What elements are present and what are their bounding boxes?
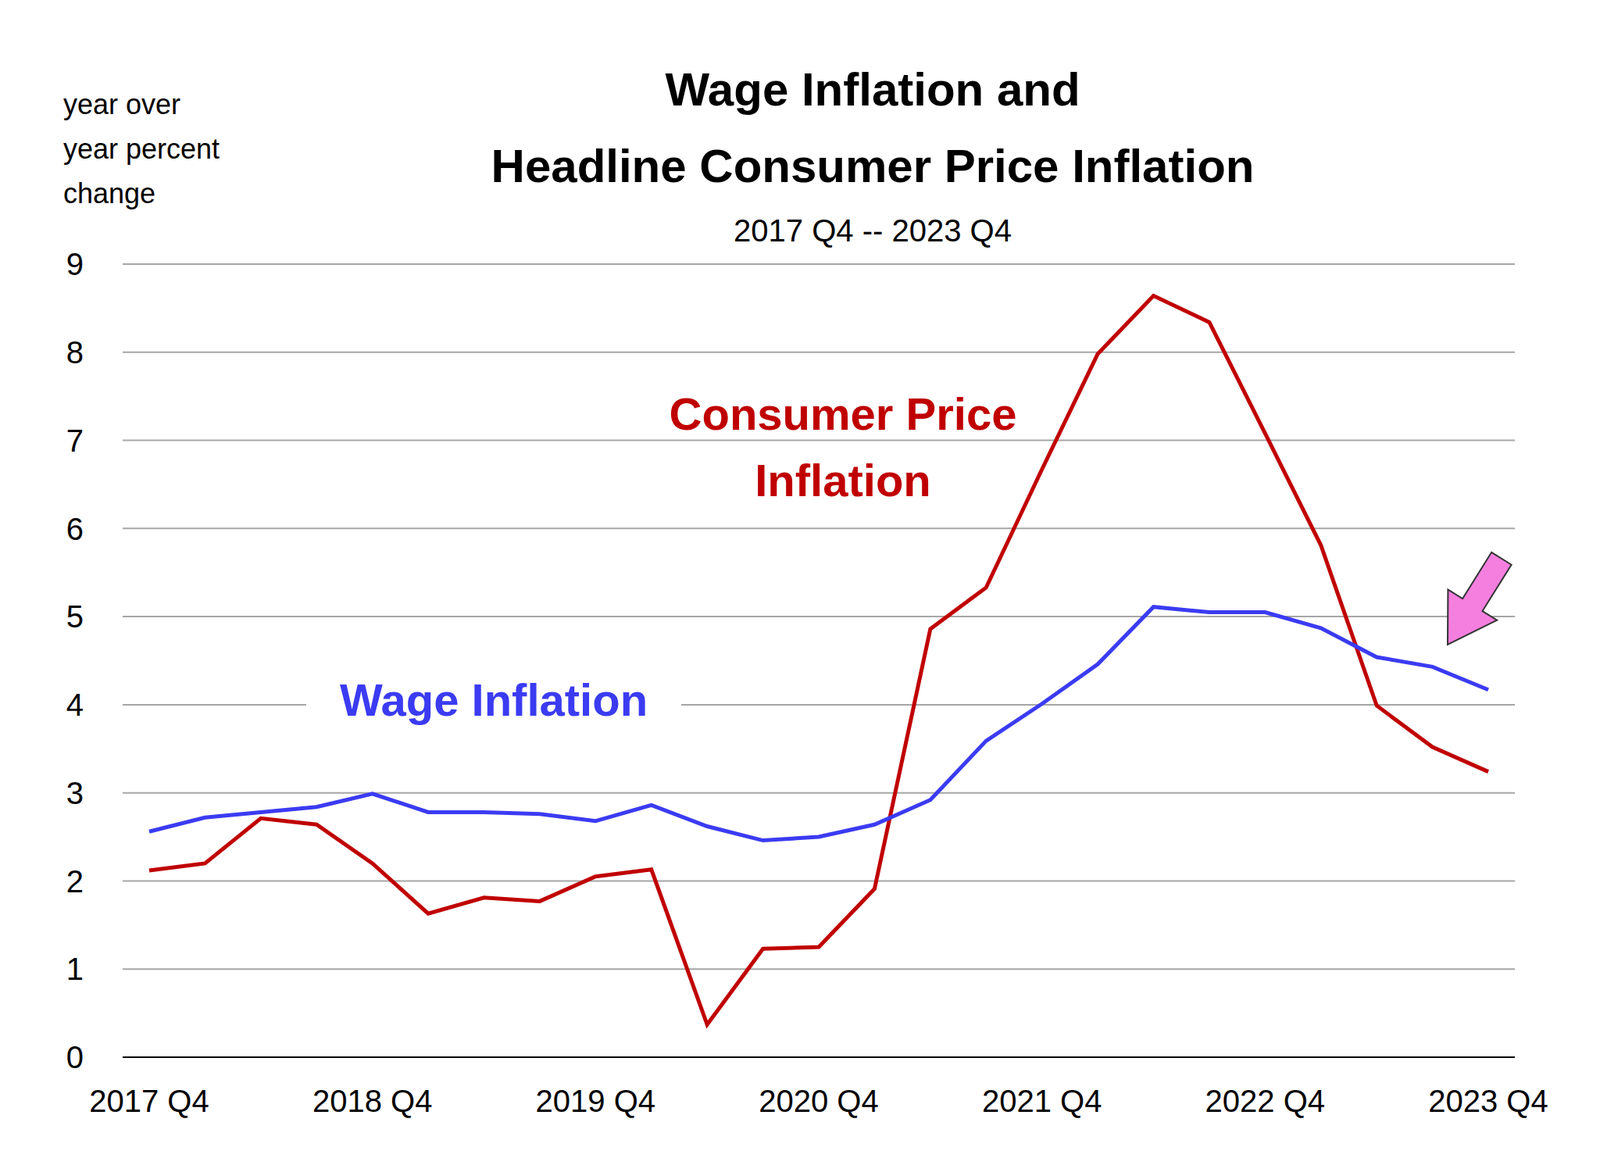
html-text:Wage Inflation: Wage Inflation bbox=[339, 674, 648, 725]
html-text:Wage Inflation and Headline Co: Wage Inflation and Headline Consumer Pri… bbox=[491, 63, 1255, 193]
svg-text:8: 8 bbox=[66, 335, 84, 370]
svg-text:2: 2 bbox=[66, 864, 84, 899]
svg-text:2023 Q4: 2023 Q4 bbox=[1428, 1083, 1548, 1118]
svg-text:2017 Q4: 2017 Q4 bbox=[89, 1083, 209, 1118]
svg-text:4: 4 bbox=[66, 687, 84, 722]
svg-text:5: 5 bbox=[66, 599, 84, 634]
svg-text:2020 Q4: 2020 Q4 bbox=[758, 1083, 879, 1118]
svg-text:3: 3 bbox=[66, 775, 84, 811]
svg-text:2019 Q4: 2019 Q4 bbox=[535, 1083, 656, 1118]
html-text:2017 Q4 -- 2023 Q4: 2017 Q4 -- 2023 Q4 bbox=[733, 213, 1012, 248]
html-text:year over year percent change: year over year percent change bbox=[63, 88, 220, 210]
svg-text:7: 7 bbox=[66, 423, 84, 458]
svg-text:6: 6 bbox=[66, 511, 84, 547]
html-text:Consumer Price Inflation: Consumer Price Inflation bbox=[669, 388, 1017, 506]
svg-text:2022 Q4: 2022 Q4 bbox=[1205, 1083, 1325, 1118]
svg-text:0: 0 bbox=[66, 1039, 84, 1075]
svg-text:9: 9 bbox=[66, 246, 84, 282]
svg-text:2021 Q4: 2021 Q4 bbox=[982, 1083, 1102, 1118]
svg-text:1: 1 bbox=[66, 951, 84, 986]
svg-text:2018 Q4: 2018 Q4 bbox=[312, 1083, 433, 1118]
